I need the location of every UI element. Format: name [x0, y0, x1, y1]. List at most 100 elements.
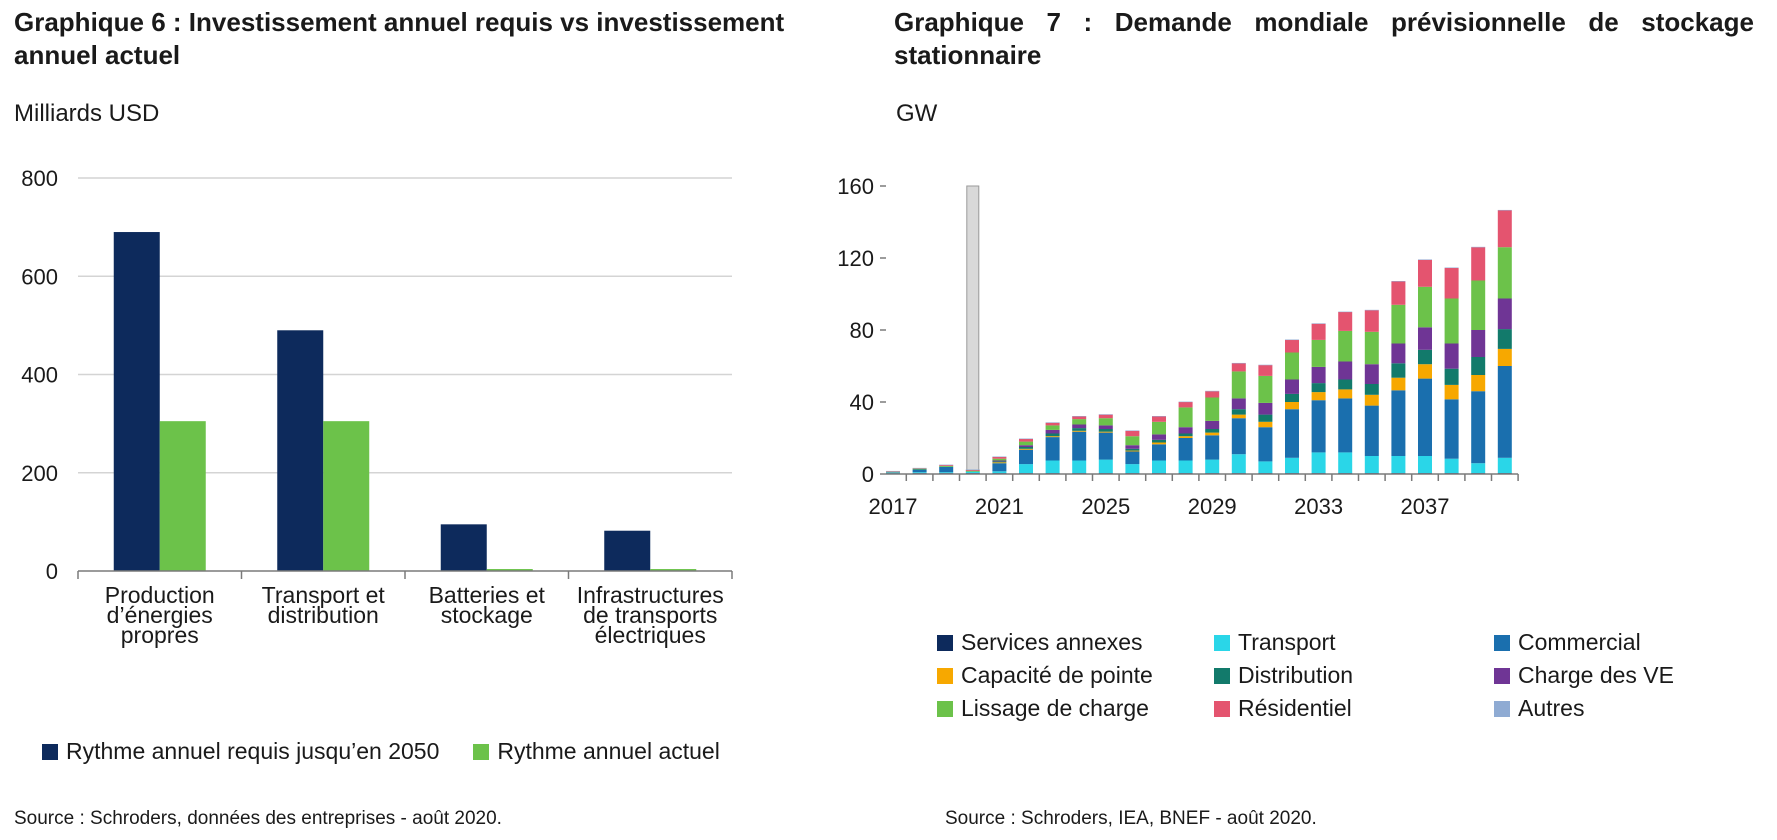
source-note: Source : Schroders, données des entrepri… — [14, 808, 502, 829]
bar-segment — [1205, 435, 1220, 460]
bar-segment — [1418, 349, 1432, 365]
bar-segment — [1497, 366, 1512, 458]
bar-segment — [1444, 267, 1459, 269]
bar-segment — [1444, 343, 1459, 369]
bar-segment — [1418, 364, 1432, 379]
legend-swatch — [42, 743, 58, 760]
category-label: Infrastructures de transports électriques — [577, 582, 724, 648]
bar-segment — [1391, 363, 1406, 378]
bar-segment — [1338, 361, 1353, 380]
x-tick-label: 2029 — [1188, 494, 1237, 519]
bar-segment — [1045, 460, 1060, 474]
bar-segment — [1285, 409, 1299, 458]
legend-item: Lissage de charge — [937, 692, 1214, 725]
bar-segment — [1231, 398, 1246, 410]
bar-segment — [939, 466, 954, 473]
bar — [277, 330, 324, 571]
bar-segment — [1497, 298, 1512, 330]
bar-segment — [1338, 330, 1353, 362]
legend-label: Charge des VE — [1518, 662, 1674, 688]
bar-segment — [992, 456, 1007, 458]
bar — [113, 232, 160, 571]
bar-segment — [992, 471, 1007, 474]
bar-segment — [1045, 422, 1060, 426]
y-tick-label: 200 — [21, 461, 58, 486]
bar-segment — [1364, 310, 1379, 332]
bar-segment — [1418, 456, 1432, 474]
bar — [486, 569, 533, 571]
bar-segment — [992, 462, 1007, 464]
bar-segment — [1045, 437, 1060, 461]
y-tick-label: 40 — [850, 390, 874, 415]
category-label: Production d’énergies propres — [105, 582, 215, 648]
bar-segment — [1364, 364, 1379, 384]
bar-segment — [1258, 364, 1273, 366]
legend-item: Distribution — [1214, 659, 1494, 692]
legend-swatch — [937, 667, 953, 684]
bar-segment — [1444, 399, 1459, 459]
bar-segment — [1311, 366, 1326, 384]
bar-segment — [1125, 450, 1140, 452]
bar-segment — [1178, 427, 1193, 434]
y-tick-label: 0 — [862, 462, 874, 487]
bar-segment — [1019, 438, 1033, 442]
x-tick-label: 2037 — [1401, 494, 1450, 519]
bar-segment — [1497, 209, 1512, 211]
legend: Services annexes Transport Commercial Capac… — [937, 626, 1764, 725]
bar-segment — [1258, 427, 1273, 462]
bar-segment — [1311, 383, 1326, 393]
y-tick-label: 80 — [850, 318, 874, 343]
bar-segment — [1311, 339, 1326, 367]
bar-segment — [1311, 392, 1326, 401]
bar-segment — [1072, 460, 1087, 474]
x-tick-label: 2017 — [869, 494, 918, 519]
bar-segment — [1258, 461, 1273, 474]
bar-segment — [1338, 312, 1353, 331]
bar-segment — [1231, 418, 1246, 455]
bar-segment — [1045, 433, 1060, 437]
bar-segment — [1205, 459, 1220, 474]
bar-segment — [1338, 389, 1353, 399]
bar-segment — [1178, 438, 1193, 461]
bar-segment — [1418, 378, 1432, 456]
bar-segment — [1338, 452, 1353, 474]
unit-label: Milliards USD — [14, 100, 160, 127]
bar-segment — [992, 456, 1007, 459]
bar-segment — [1497, 210, 1512, 248]
bar-segment — [1364, 384, 1379, 395]
bar-segment — [1471, 375, 1486, 392]
bar-segment — [1311, 452, 1326, 474]
bar-segment — [1471, 391, 1486, 464]
category-label: Batteries et stockage — [429, 582, 546, 628]
y-tick-label: 160 — [837, 174, 874, 199]
legend-item-current: Rythme annuel actuel — [473, 735, 720, 768]
bar-segment — [1444, 368, 1459, 385]
bar-segment — [1072, 416, 1087, 420]
bar-segment — [1019, 447, 1033, 449]
bar-segment — [1311, 400, 1326, 453]
bar-segment — [1391, 281, 1406, 305]
bar-segment — [992, 460, 1007, 462]
bar-segment — [1019, 448, 1033, 450]
x-tick-label: 2025 — [1081, 494, 1130, 519]
bar-segment — [1364, 331, 1379, 365]
legend-swatch — [1214, 667, 1230, 684]
legend-item: Autres — [1494, 692, 1764, 725]
bar-segment — [1391, 304, 1406, 344]
legend-swatch — [1214, 634, 1230, 651]
bar-segment — [1152, 442, 1166, 445]
unit-label: GW — [896, 100, 938, 127]
bar-segment — [1045, 425, 1060, 430]
bar-segment — [1098, 414, 1113, 415]
legend-label: Commercial — [1518, 629, 1641, 655]
bar-segment — [1178, 460, 1193, 474]
bar-segment — [1258, 375, 1273, 403]
legend-item: Commercial — [1494, 626, 1764, 659]
bar-segment — [1072, 430, 1087, 432]
bar-segment — [1471, 246, 1486, 248]
legend-swatch — [1214, 700, 1230, 717]
bar-segment — [1125, 430, 1140, 437]
bar-segment — [886, 471, 900, 472]
legend: Rythme annuel requis jusqu’en 2050 Rythm… — [42, 735, 720, 768]
bar-segment — [1205, 391, 1220, 398]
